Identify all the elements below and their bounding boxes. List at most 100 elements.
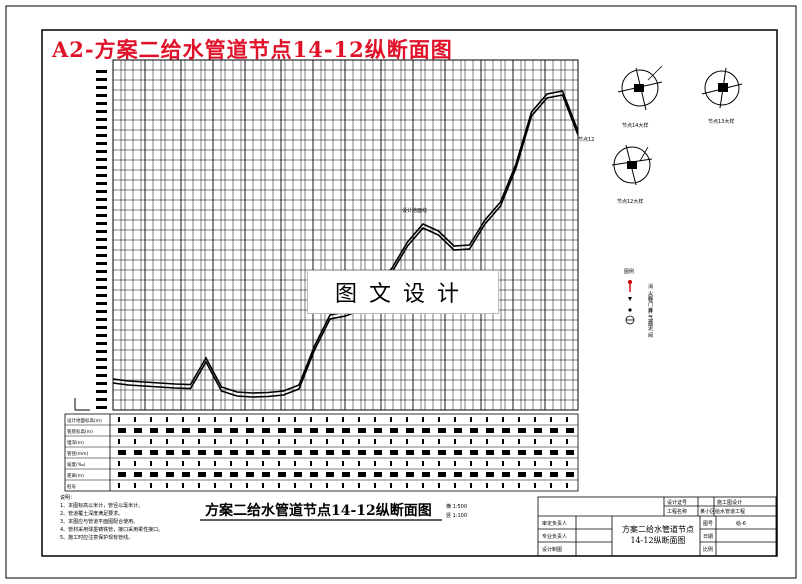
legend: 图例 消火栓 阀门井 排气阀 排泥阀	[624, 268, 653, 339]
table-cell-mark	[326, 450, 334, 455]
table-cell-mark	[310, 450, 318, 455]
table-cell-mark	[550, 417, 552, 422]
elevation-tick	[96, 222, 107, 225]
table-cell-mark	[422, 472, 430, 477]
note-item: 2、管道覆土深度满足要求。	[60, 511, 124, 517]
table-cell-mark	[278, 417, 280, 422]
table-cell-mark	[214, 439, 216, 444]
tb-meta-1: 图号	[703, 521, 714, 527]
table-cell-mark	[150, 417, 152, 422]
table-row-label: 管底标高(m)	[67, 428, 93, 435]
table-cell-mark	[134, 428, 142, 433]
table-cell-mark	[150, 439, 152, 444]
table-cell-mark	[230, 461, 232, 466]
table-cell-mark	[518, 439, 520, 444]
table-cell-mark	[358, 472, 366, 477]
table-cell-mark	[374, 461, 376, 466]
table-cell-mark	[278, 483, 280, 488]
pipe-profile-line	[112, 94, 579, 398]
table-cell-mark	[550, 439, 552, 444]
tb-meta-value-1: 给-6	[736, 521, 746, 527]
table-cell-mark	[118, 472, 126, 477]
table-cell-mark	[246, 417, 248, 422]
table-cell-mark	[438, 461, 440, 466]
legend-item: 消火栓	[648, 284, 654, 304]
table-cell-mark	[182, 461, 184, 466]
table-cell-mark	[566, 428, 574, 433]
table-cell-mark	[262, 428, 270, 433]
elevation-tick	[96, 166, 107, 169]
table-cell-mark	[278, 428, 286, 433]
table-cell-mark	[118, 428, 126, 433]
tb-meta-2: 日期	[703, 534, 714, 540]
table-cell-mark	[534, 450, 542, 455]
elevation-tick	[96, 190, 107, 193]
table-cell-mark	[406, 450, 414, 455]
table-cell-mark	[166, 428, 174, 433]
notes: 说明： 1、本图标高以米计，管径以毫米计。 2、管道覆土深度满足要求。 3、本图…	[60, 494, 163, 542]
table-cell-mark	[486, 461, 488, 466]
table-cell-mark	[182, 472, 190, 477]
table-cell-mark	[326, 428, 334, 433]
table-cell-mark	[454, 450, 462, 455]
table-cell-mark	[198, 461, 200, 466]
tb-label-2: 专业负责人	[542, 534, 568, 540]
elevation-tick	[96, 278, 107, 281]
table-cell-mark	[470, 439, 472, 444]
table-cell-mark	[262, 483, 264, 488]
table-cell-mark	[358, 450, 366, 455]
table-cell-mark	[518, 450, 526, 455]
table-cell-mark	[374, 439, 376, 444]
elevation-tick	[96, 326, 107, 329]
table-cell-mark	[342, 483, 344, 488]
table-cell-mark	[438, 472, 446, 477]
table-cell-mark	[230, 439, 232, 444]
table-cell-mark	[342, 428, 350, 433]
elevation-tick	[96, 374, 107, 377]
table-cell-mark	[406, 461, 408, 466]
inner-frame	[41, 29, 778, 557]
tb-label-1: 审定负责人	[542, 521, 568, 527]
table-cell-mark	[454, 483, 456, 488]
elevation-tick	[96, 198, 107, 201]
table-row-label: 桩号	[67, 483, 76, 490]
table-cell-mark	[214, 428, 222, 433]
table-cell-mark	[390, 483, 392, 488]
elevation-tick	[96, 350, 107, 353]
table-cell-mark	[470, 428, 478, 433]
elevation-tick	[96, 86, 107, 89]
table-cell-mark	[166, 472, 174, 477]
node-detail-3	[611, 144, 653, 186]
table-cell-mark	[550, 428, 558, 433]
table-cell-mark	[438, 450, 446, 455]
tb-meta-3: 比例	[703, 547, 714, 553]
elevation-tick	[96, 158, 107, 161]
elevation-tick	[96, 270, 107, 273]
table-cell-mark	[566, 483, 568, 488]
table-cell-mark	[326, 461, 328, 466]
table-cell-mark	[262, 461, 264, 466]
table-cell-mark	[518, 472, 526, 477]
table-cell-mark	[246, 428, 254, 433]
table-cell-mark	[310, 428, 318, 433]
elevation-tick	[96, 70, 107, 73]
table-cell-mark	[182, 428, 190, 433]
table-cell-mark	[518, 461, 520, 466]
tb-top-2: 工程名称	[667, 509, 688, 515]
table-cell-mark	[342, 417, 344, 422]
table-cell-mark	[166, 461, 168, 466]
table-cell-mark	[550, 483, 552, 488]
table-cell-mark	[134, 461, 136, 466]
notes-heading: 说明：	[60, 495, 76, 501]
table-cell-mark	[470, 450, 478, 455]
table-cell-mark	[278, 472, 286, 477]
elevation-tick	[96, 110, 107, 113]
table-cell-mark	[486, 483, 488, 488]
table-cell-mark	[374, 472, 382, 477]
table-cell-mark	[566, 461, 568, 466]
table-row-label: 坡度(‰)	[67, 461, 86, 468]
elevation-tick	[96, 398, 107, 401]
table-cell-mark	[182, 417, 184, 422]
table-cell-mark	[342, 472, 350, 477]
table-cell-mark	[502, 428, 510, 433]
